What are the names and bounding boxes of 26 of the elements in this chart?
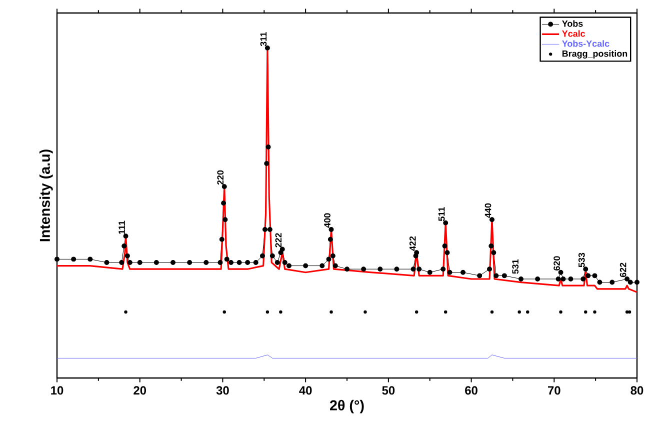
x-axis-title: 2θ (°)	[330, 400, 364, 414]
x-tick-label: 50	[382, 386, 395, 395]
x-tick-label: 20	[134, 386, 146, 395]
y-axis-title: Intensity (a.u)	[39, 150, 53, 242]
annotation: 531	[512, 259, 519, 274]
annotation: 511	[438, 207, 445, 222]
annotation: 400	[324, 213, 330, 228]
x-tick-label: 80	[630, 386, 644, 395]
x-tick-label: 30	[216, 386, 229, 395]
annotation: 533	[578, 252, 585, 268]
legend-label: Bragg_position	[562, 50, 628, 59]
x-tick-label: 60	[465, 386, 478, 395]
annotation: 222	[275, 233, 282, 248]
annotation: 622	[620, 262, 626, 278]
legend-label: Yobs-Ycalc	[562, 40, 610, 47]
annotation: 220	[217, 170, 224, 185]
annotation: 440	[484, 203, 492, 218]
legend-label: Yobs	[562, 20, 583, 27]
annotation: 111	[118, 220, 125, 234]
annotation: 620	[554, 256, 560, 270]
annotation: 422	[409, 236, 416, 251]
x-tick-label: 40	[299, 386, 312, 395]
x-tick-label: 10	[51, 386, 64, 395]
annotation: 311	[260, 32, 267, 46]
x-tick-label: 70	[548, 386, 560, 395]
legend-label: Ycalc	[562, 30, 586, 37]
